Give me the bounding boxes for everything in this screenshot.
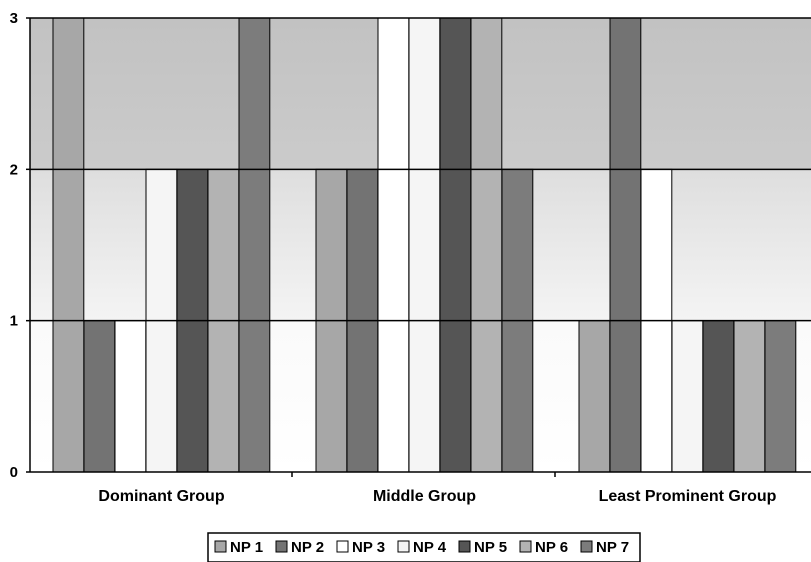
bar-np-7-0 — [238, 17, 271, 473]
bar-np-6-2 — [733, 320, 766, 473]
legend-label: NP 4 — [413, 539, 447, 556]
legend-label: NP 5 — [474, 539, 507, 556]
legend-swatch — [214, 540, 227, 553]
legend-swatch — [519, 540, 532, 553]
bar-np-5-1 — [439, 17, 472, 473]
x-category-label: Dominant Group — [98, 488, 224, 505]
bar-np-6-1 — [470, 17, 503, 473]
bar-np-1-0 — [52, 17, 85, 473]
x-category-label: Middle Group — [373, 488, 476, 505]
legend-swatch — [458, 540, 471, 553]
bar-np-7-2 — [764, 320, 797, 473]
legend-label: NP 6 — [535, 539, 568, 556]
bar-np-3-1 — [377, 17, 410, 473]
axes — [26, 17, 811, 477]
bar-np-1-2 — [578, 320, 611, 473]
bar-np-2-2 — [609, 17, 642, 473]
bar-np-5-2 — [702, 320, 735, 473]
x-category-label: Least Prominent Group — [599, 488, 777, 505]
legend-label: NP 7 — [596, 539, 629, 556]
y-tick-label: 3 — [10, 10, 18, 27]
legend-swatch — [275, 540, 288, 553]
legend: NP 1 NP 2 NP 3 NP 4 NP 5 NP 6 NP 7 — [207, 532, 641, 562]
y-tick-label: 0 — [10, 464, 18, 481]
y-tick-labels: 0 1 2 3 — [10, 10, 18, 481]
x-category-labels: Dominant Group Middle Group Least Prominen… — [98, 488, 776, 505]
legend-swatch — [580, 540, 593, 553]
legend-label: NP 2 — [291, 539, 324, 556]
legend-label: NP 3 — [352, 539, 385, 556]
bar-np-4-2 — [671, 320, 704, 473]
legend-swatch — [397, 540, 410, 553]
y-tick-label: 1 — [10, 313, 18, 330]
bar-np-3-0 — [114, 320, 147, 473]
y-tick-label: 2 — [10, 161, 18, 178]
bar-np-2-0 — [83, 320, 116, 473]
legend-swatch — [336, 540, 349, 553]
legend-label: NP 1 — [230, 539, 263, 556]
bar-np-4-1 — [408, 17, 441, 473]
